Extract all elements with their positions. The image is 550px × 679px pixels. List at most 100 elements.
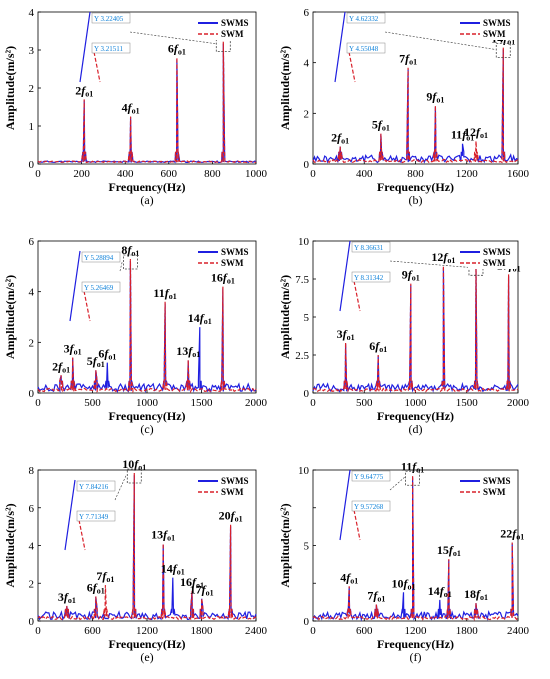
- y-tick-label: 6: [29, 236, 35, 248]
- peak-label: 14fo1: [428, 584, 452, 599]
- x-tick-label: 1200: [456, 168, 479, 180]
- x-tick-label: 500: [84, 397, 101, 409]
- inset-value-label: Y 8.31342: [354, 274, 384, 282]
- inset-value-box: [346, 42, 386, 54]
- inset-swm-line: [348, 51, 356, 83]
- peak-label: 7fo1: [367, 588, 385, 603]
- peak-label: 14fo1: [161, 562, 185, 577]
- panel-label: (b): [409, 193, 423, 207]
- peak-label: 13fo1: [151, 528, 175, 543]
- y-tick-label: 4: [29, 287, 35, 299]
- legend-swms-label: SWMS: [221, 476, 249, 486]
- inset-value-label: Y 9.64775: [354, 473, 384, 481]
- swm-series-line: [37, 258, 257, 394]
- y-tick-label: 4: [29, 541, 35, 553]
- inset-value-box: [346, 12, 386, 24]
- panel-label: (f): [410, 650, 422, 664]
- peak-label: 10fo1: [122, 457, 146, 472]
- legend-swms-label: SWMS: [221, 247, 249, 257]
- y-tick-label: 5: [304, 541, 310, 553]
- x-axis-label: Frequency(Hz): [108, 637, 185, 651]
- x-axis-label: Frequency(Hz): [377, 180, 454, 194]
- peak-label: 15fo1: [437, 543, 461, 558]
- inset-value-label: Y 4.62332: [349, 15, 379, 23]
- peak-label: 22fo1: [500, 526, 524, 541]
- chart-panel: 0 600 1200 1800 2400 0 2 4 6 8 Frequency(Hz) Amplit…: [3, 457, 268, 664]
- x-axis-label: Frequency(Hz): [108, 180, 185, 194]
- legend-swms-label: SWMS: [483, 247, 511, 257]
- y-tick-label: 2: [29, 337, 35, 349]
- swm-series-line: [312, 475, 519, 621]
- y-tick-label: 0: [304, 159, 310, 171]
- x-tick-label: 0: [35, 625, 41, 637]
- inset-swm-line: [83, 290, 91, 322]
- y-axis-label: Amplitude(m/s²): [3, 46, 17, 130]
- y-axis-label: Amplitude(m/s²): [278, 46, 292, 130]
- y-axis-label: Amplitude(m/s²): [3, 503, 17, 587]
- inset-value-box: [76, 480, 116, 492]
- inset-value-label: Y 3.21511: [94, 45, 124, 53]
- inset-swms-line: [64, 479, 76, 551]
- inset-swm-line: [78, 519, 86, 551]
- peak-label: 3fo1: [64, 342, 82, 357]
- panel-label: (a): [140, 193, 153, 207]
- peak-label: 6fo1: [168, 42, 186, 57]
- y-tick-label: 1: [29, 121, 35, 133]
- inset-value-label: Y 5.28894: [84, 254, 114, 262]
- y-axis-label: Amplitude(m/s²): [278, 503, 292, 587]
- x-tick-label: 0: [310, 397, 316, 409]
- inset-value-box: [91, 12, 131, 24]
- peak-zoom-box: [495, 43, 511, 58]
- x-axis-label: Frequency(Hz): [377, 409, 454, 423]
- swm-series-line: [37, 472, 257, 622]
- inset-value-box: [76, 510, 116, 522]
- y-tick-label: 0: [304, 616, 310, 628]
- peak-zoom-box: [126, 468, 142, 484]
- y-tick-label: 2.5: [295, 350, 309, 362]
- swm-series-line: [312, 47, 519, 164]
- peak-zoom-box: [123, 254, 138, 270]
- x-tick-label: 2400: [507, 625, 530, 637]
- peak-label: 8fo1: [121, 243, 139, 258]
- chart-panel: 0 600 1200 1800 2400 0 5 10 Frequency(Hz) Amplitu…: [278, 459, 530, 664]
- x-tick-label: 1000: [245, 168, 268, 180]
- peak-label: 7fo1: [399, 52, 417, 67]
- inset-swm-line: [353, 280, 361, 312]
- peak-label: 12fo1: [464, 125, 488, 140]
- y-tick-label: 0: [304, 388, 310, 400]
- peak-label: 16fo1: [180, 575, 204, 590]
- legend-box: [196, 16, 254, 40]
- chart-panel: 0 500 1000 1500 2000 0 2.5 5 7.5 10 Frequency(Hz) A…: [278, 236, 530, 436]
- y-tick-label: 4: [304, 58, 310, 70]
- x-tick-label: 1800: [191, 625, 214, 637]
- inset-swms-line: [339, 469, 351, 541]
- inset-swms-line: [334, 11, 346, 83]
- x-tick-label: 200: [73, 168, 90, 180]
- legend-box: [458, 16, 516, 40]
- legend-swm-label: SWM: [221, 29, 244, 39]
- inset-swm-line: [353, 509, 361, 541]
- y-tick-label: 5: [304, 312, 310, 324]
- y-tick-label: 10: [298, 236, 310, 248]
- inset-value-box: [81, 281, 121, 293]
- swm-series-line: [37, 41, 257, 164]
- legend-swms-label: SWMS: [483, 476, 511, 486]
- inset-value-box: [351, 470, 391, 482]
- x-tick-label: 0: [310, 625, 316, 637]
- peak-label: 6fo1: [369, 339, 387, 354]
- legend-swms-label: SWMS: [221, 18, 249, 28]
- peak-label: 3fo1: [337, 327, 355, 342]
- swms-series-line: [37, 475, 257, 621]
- peak-label: 4fo1: [340, 570, 358, 585]
- legend-swm-label: SWM: [221, 487, 244, 497]
- peak-label: 18fo1: [464, 587, 488, 602]
- y-tick-label: 8: [29, 465, 35, 477]
- peak-label: 10fo1: [392, 576, 416, 591]
- chart-panel: 0 500 1000 1500 2000 0 2 4 6 Frequency(Hz) Amplitu…: [3, 236, 268, 436]
- peak-label: 12fo1: [431, 250, 455, 265]
- x-tick-label: 0: [35, 168, 41, 180]
- y-tick-label: 7.5: [295, 274, 309, 286]
- x-tick-label: 500: [356, 397, 373, 409]
- legend-box: [458, 245, 516, 269]
